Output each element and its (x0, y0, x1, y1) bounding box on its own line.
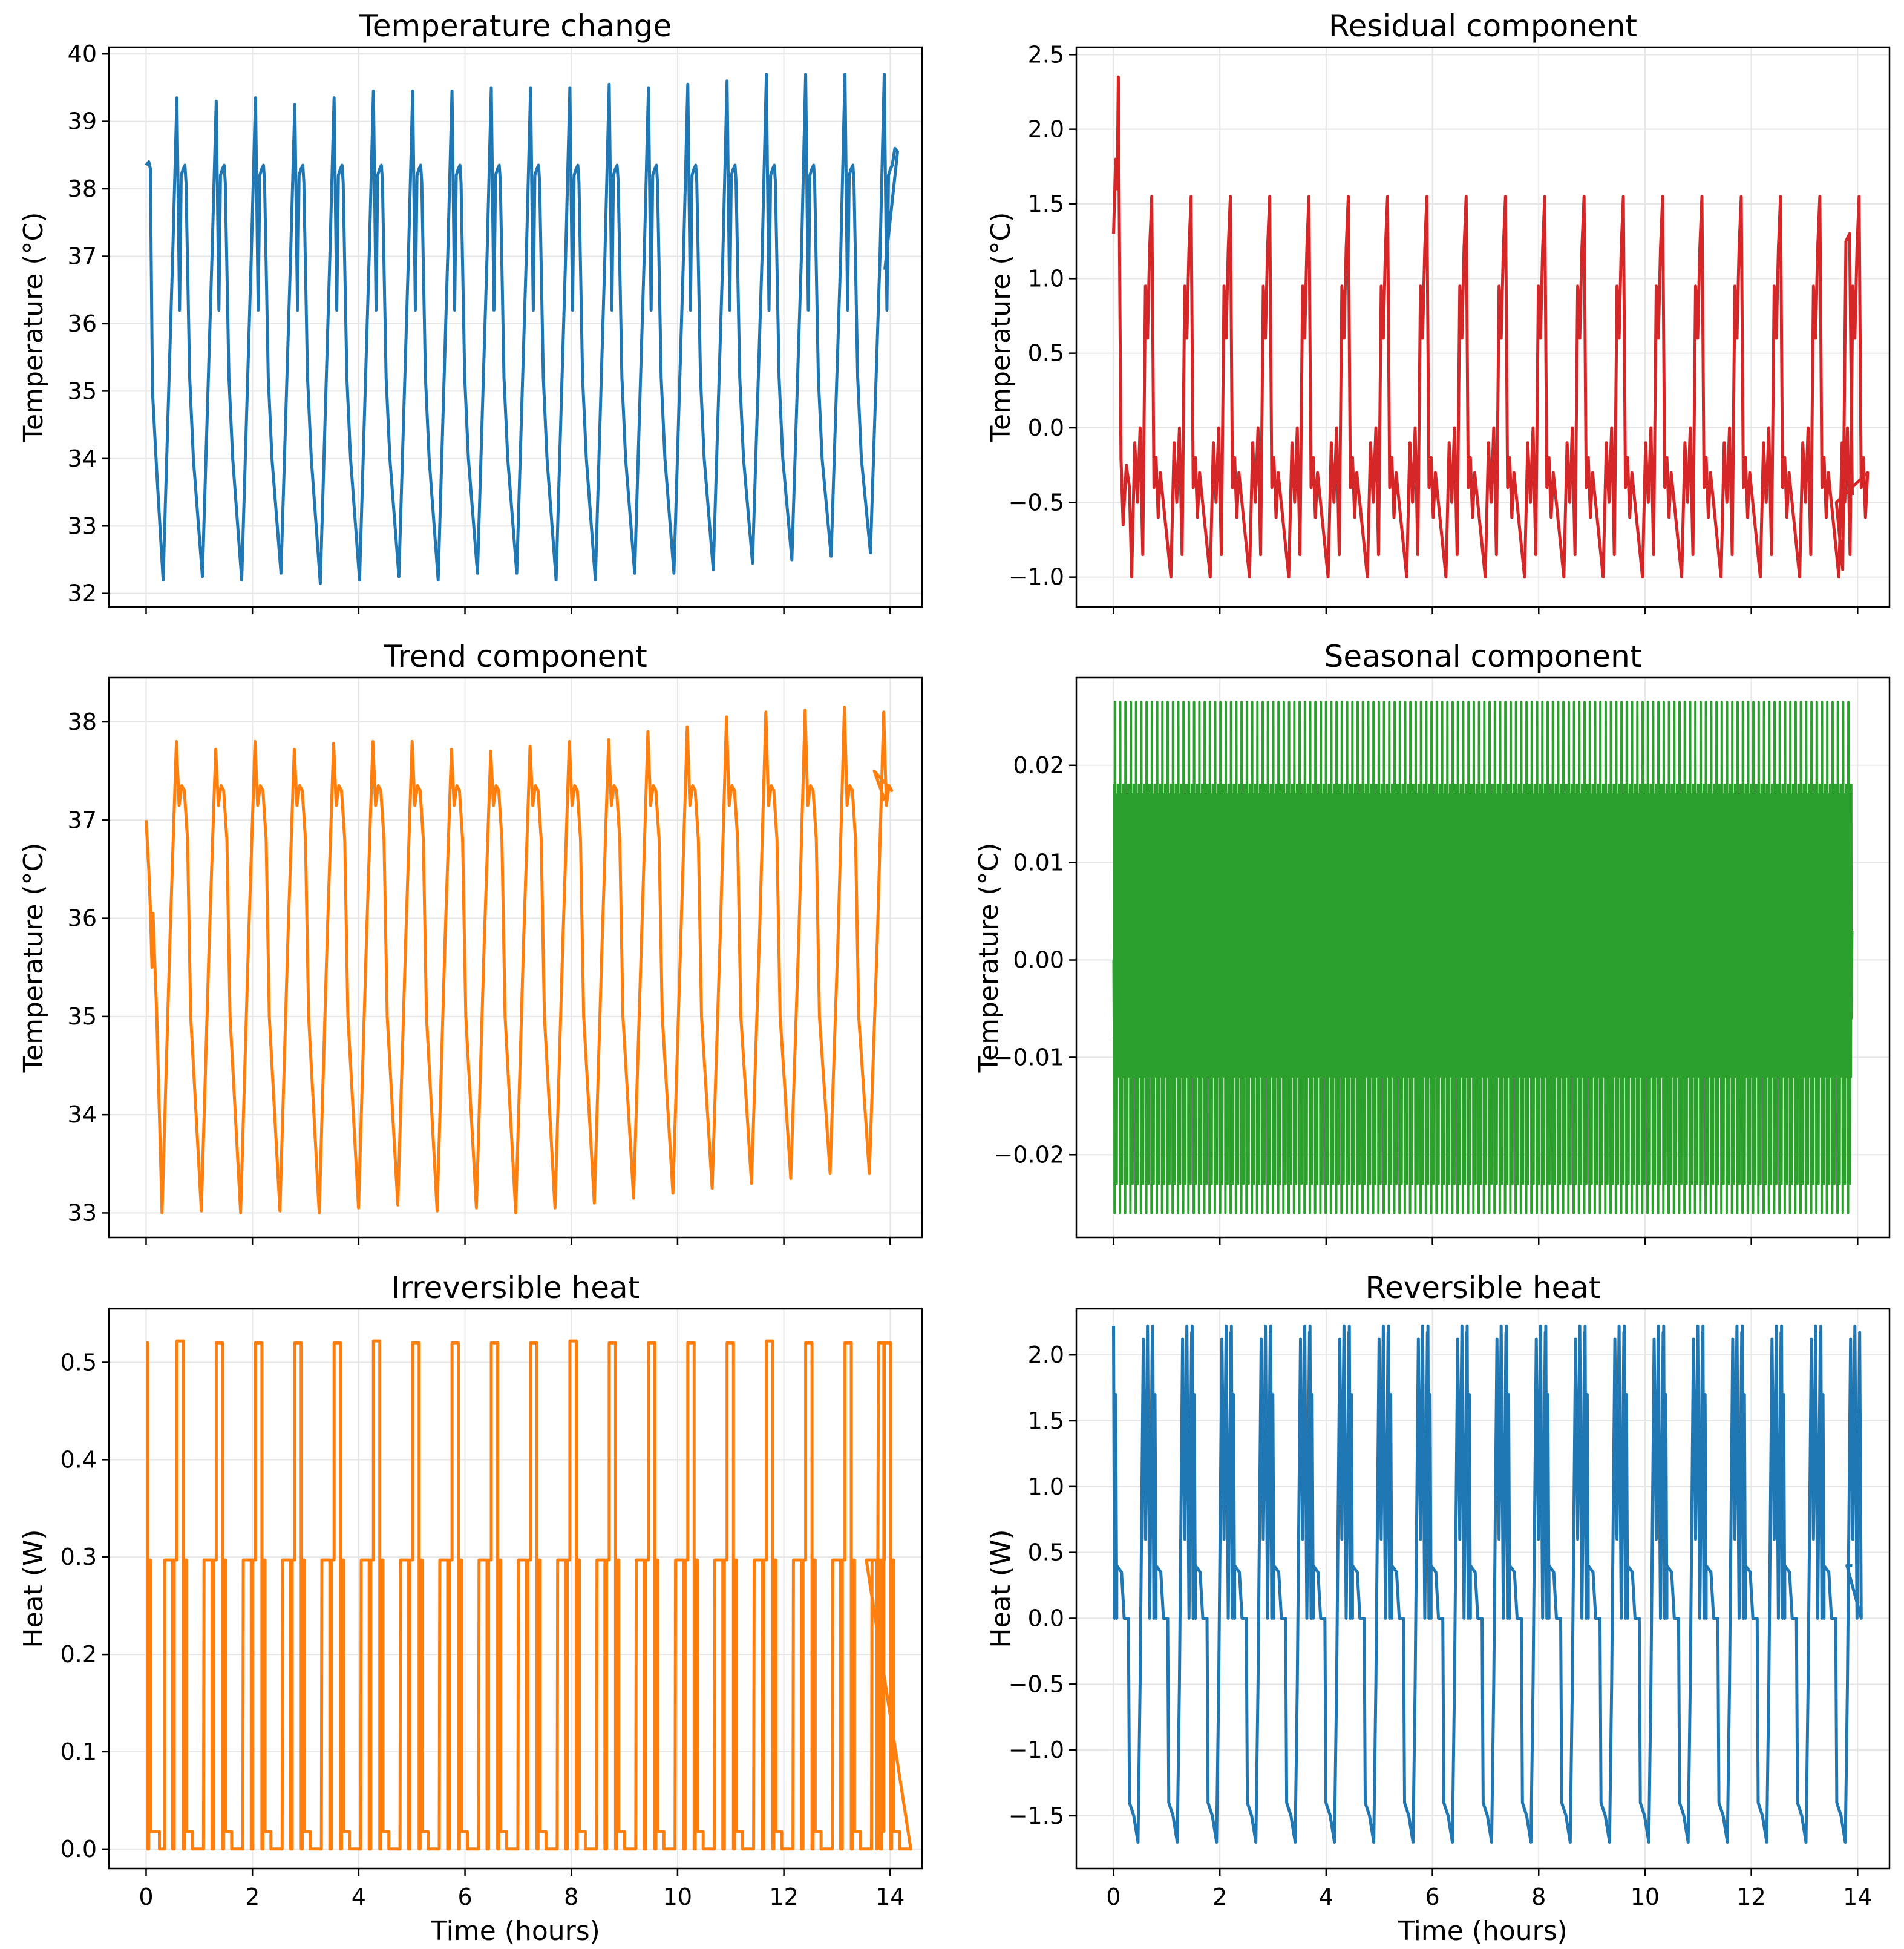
y-tick-label: 32 (68, 580, 97, 607)
y-tick-label: −0.5 (1009, 1671, 1064, 1697)
y-tick-label: 0.1 (61, 1738, 97, 1765)
chart-title: Seasonal component (1324, 639, 1642, 674)
series-line-reversible (1112, 1324, 1863, 1844)
x-tick-label: 4 (1319, 1884, 1333, 1910)
chart-title: Irreversible heat (391, 1270, 640, 1305)
y-tick-label: 0.01 (1013, 850, 1064, 876)
x-tick-label: 10 (1631, 1884, 1660, 1910)
y-tick-label: 0.0 (1028, 414, 1064, 441)
y-tick-label: −0.5 (1009, 489, 1064, 516)
x-tick-label: 4 (352, 1884, 366, 1910)
y-tick-label: 34 (68, 445, 97, 472)
y-tick-label: 1.5 (1028, 1407, 1064, 1434)
chart-title: Temperature change (359, 8, 672, 44)
axes-frame (1075, 1308, 1891, 1870)
y-tick-label: 35 (68, 378, 97, 404)
series-line-seasonal (1112, 701, 1854, 1214)
chart-panel-seasonal: −0.02 −0.01 0.00 0.01 0.02 Seasonal component… (973, 639, 1891, 1245)
x-tick-label: 14 (1843, 1884, 1872, 1910)
chart-title: Residual component (1329, 8, 1637, 44)
y-tick-label: 34 (68, 1101, 97, 1128)
y-tick-label: 40 (68, 41, 97, 67)
chart-title: Reversible heat (1365, 1270, 1600, 1305)
y-axis-label: Temperature (°C) (973, 843, 1004, 1073)
y-tick-label: 39 (68, 108, 97, 135)
y-tick-label: 2.0 (1028, 116, 1064, 143)
chart-panel-irreversible: 0.0 0.1 0.2 0.3 0.4 0.5 0 2 4 6 8 10 12 14 Irreversibl… (18, 1270, 923, 1947)
y-axis-label: Temperature (°C) (986, 212, 1016, 443)
x-tick-label: 6 (457, 1884, 472, 1910)
chart-panel-residual: −1.0 −0.5 0.0 0.5 1.0 1.5 2.0 2.5 Residual compo… (986, 8, 1891, 614)
x-axis-label: Time (hours) (1398, 1916, 1568, 1947)
y-tick-label: 37 (68, 807, 97, 833)
y-tick-label: 1.0 (1028, 1473, 1064, 1500)
axes-frame (108, 46, 923, 608)
x-tick-label: 12 (1736, 1884, 1765, 1910)
chart-panel-reversible: −1.5 −1.0 −0.5 0.0 0.5 1.0 1.5 2.0 0 2 4 6 8 10 12 14 Re… (986, 1270, 1891, 1947)
y-tick-label: 36 (68, 905, 97, 932)
y-tick-label: 0.02 (1013, 752, 1064, 779)
axes-frame (108, 1308, 923, 1870)
axes-frame (108, 676, 923, 1239)
y-tick-label: 35 (68, 1003, 97, 1030)
axes-frame (1075, 46, 1891, 608)
series-line-residual (1112, 75, 1870, 579)
series-line-trend (145, 706, 894, 1214)
y-tick-label: 38 (68, 175, 97, 202)
x-tick-label: 8 (1531, 1884, 1546, 1910)
chart-panel-temperature: 32 33 34 35 36 37 38 39 40 Temperature change Temp… (18, 8, 923, 614)
y-tick-label: 0.00 (1013, 947, 1064, 974)
chart-panel-trend: 33 34 35 36 37 38 Trend component Temperature (… (18, 639, 923, 1245)
x-axis-label: Time (hours) (430, 1916, 600, 1947)
y-tick-label: −1.0 (1009, 1737, 1064, 1763)
x-tick-label: 10 (663, 1884, 692, 1910)
y-tick-label: 38 (68, 709, 97, 735)
y-tick-label: 0.0 (1028, 1605, 1064, 1631)
y-tick-label: 37 (68, 243, 97, 269)
y-tick-label: −1.5 (1009, 1803, 1064, 1829)
axes-frame (1075, 676, 1891, 1239)
x-tick-label: 0 (139, 1884, 153, 1910)
y-tick-label: 0.4 (61, 1446, 97, 1473)
y-tick-label: 0.5 (61, 1349, 97, 1375)
y-axis-label: Heat (W) (18, 1529, 49, 1648)
y-tick-label: 0.3 (61, 1544, 97, 1570)
x-tick-label: 2 (245, 1884, 260, 1910)
y-tick-label: −0.02 (994, 1141, 1064, 1168)
x-tick-label: 12 (769, 1884, 798, 1910)
x-tick-label: 2 (1212, 1884, 1227, 1910)
chart-title: Trend component (383, 639, 647, 674)
y-axis-label: Heat (W) (986, 1529, 1016, 1648)
x-tick-label: 8 (564, 1884, 578, 1910)
y-tick-label: 33 (68, 513, 97, 539)
y-axis-label: Temperature (°C) (18, 212, 49, 443)
y-tick-label: 0.2 (61, 1641, 97, 1668)
y-tick-label: 1.0 (1028, 265, 1064, 292)
y-tick-label: −0.01 (994, 1044, 1064, 1070)
y-tick-label: 0.5 (1028, 1539, 1064, 1566)
x-tick-label: 6 (1425, 1884, 1439, 1910)
y-axis-label: Temperature (°C) (18, 843, 49, 1073)
series-line-irreversible (146, 1339, 912, 1851)
y-tick-label: 2.0 (1028, 1341, 1064, 1368)
series-line-temperature (145, 73, 899, 585)
x-tick-label: 0 (1106, 1884, 1120, 1910)
y-tick-label: 2.5 (1028, 41, 1064, 68)
y-tick-label: 0.5 (1028, 340, 1064, 367)
x-tick-label: 14 (875, 1884, 905, 1910)
y-tick-label: 33 (68, 1199, 97, 1226)
y-tick-label: 0.0 (61, 1836, 97, 1862)
y-tick-label: 1.5 (1028, 191, 1064, 217)
y-tick-label: 36 (68, 310, 97, 337)
y-tick-label: −1.0 (1009, 564, 1064, 591)
